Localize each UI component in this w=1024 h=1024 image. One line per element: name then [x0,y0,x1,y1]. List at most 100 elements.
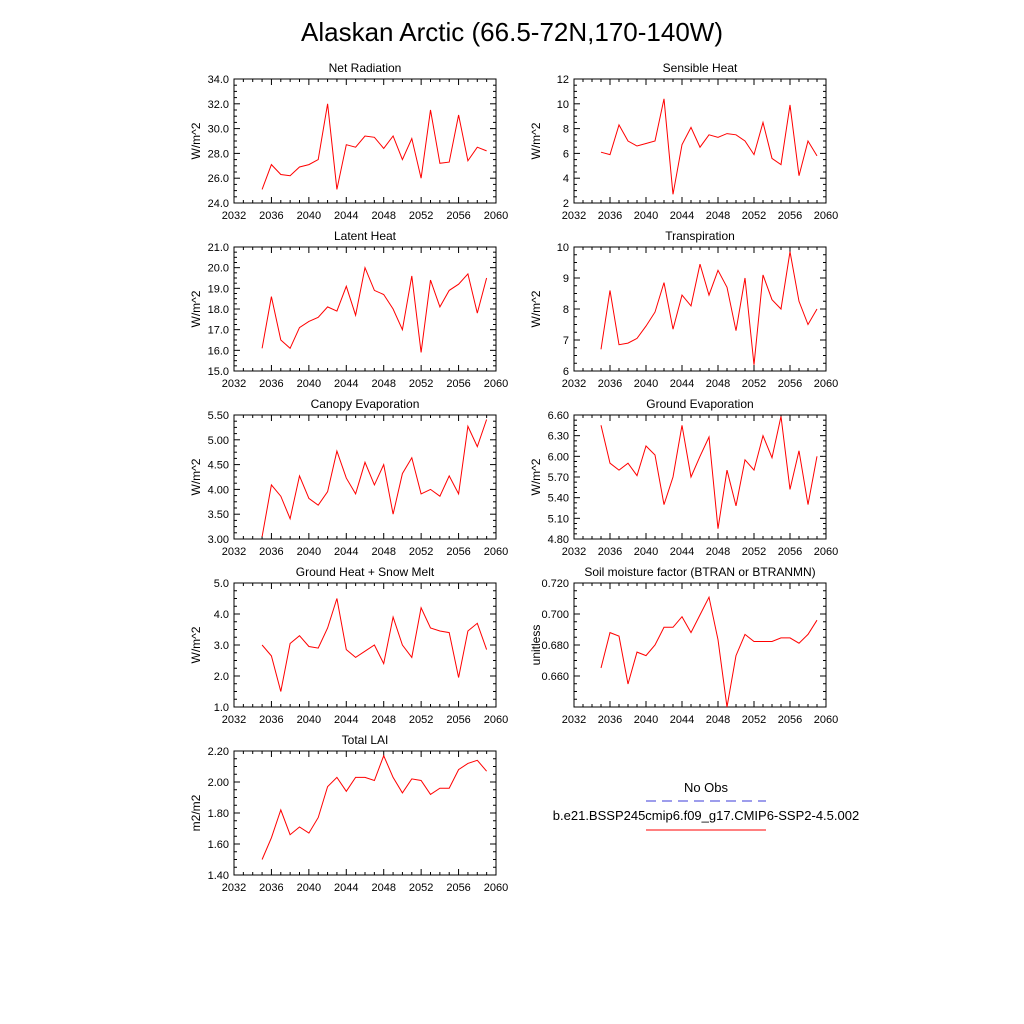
x-tick-label: 2040 [297,546,321,558]
x-tick-label: 2048 [371,378,395,390]
y-tick-label: 9 [563,273,569,285]
x-tick-label: 2040 [297,882,321,894]
panel-title: Ground Heat + Snow Melt [296,565,435,579]
panel-3: Latent Heat W/m^2 2032 2036 2040 2044 2048 2052… [189,229,508,390]
figure-title: Alaskan Arctic (66.5-72N,170-140W) [301,17,723,47]
series-line [261,265,488,353]
panel-7: Ground Heat + Snow Melt W/m^2 2032 2036 2040… [189,565,508,726]
x-tick-label: 2040 [634,714,658,726]
x-tick-label: 2032 [562,714,586,726]
panel-title: Latent Heat [334,229,397,243]
x-tick-label: 2056 [778,546,802,558]
y-tick-label: 6.30 [548,431,569,443]
x-tick-label: 2036 [259,378,283,390]
x-tick-label: 2052 [409,882,433,894]
series-line [261,598,488,692]
y-tick-label: 0.720 [541,578,569,590]
y-tick-label: 1.80 [208,808,229,820]
x-tick-label: 2032 [562,378,586,390]
plot-frame [233,246,497,372]
panel-title: Transpiration [665,229,735,243]
x-tick-label: 2044 [334,546,358,558]
x-tick-label: 2036 [259,210,283,222]
y-tick-label: 4.80 [548,534,569,546]
x-tick-label: 2044 [670,714,694,726]
x-tick-label: 2048 [706,378,730,390]
y-axis-label: m2/m2 [189,794,203,831]
y-axis-label: W/m^2 [189,626,203,663]
x-tick-label: 2032 [222,546,246,558]
x-tick-label: 2052 [742,210,766,222]
x-tick-label: 2060 [484,210,508,222]
panel-title: Ground Evaporation [646,397,753,411]
series-line [261,419,488,537]
x-tick-label: 2060 [484,546,508,558]
x-tick-label: 2032 [222,882,246,894]
y-tick-label: 16.0 [208,345,229,357]
y-axis-label: W/m^2 [529,290,543,327]
x-tick-label: 2060 [484,714,508,726]
y-tick-label: 19.0 [208,283,229,295]
y-tick-label: 4.00 [208,484,229,496]
plot-frame [233,78,497,204]
x-tick-label: 2032 [562,546,586,558]
y-tick-label: 7 [563,335,569,347]
y-tick-label: 2.00 [208,777,229,789]
y-tick-label: 5.50 [208,410,229,422]
y-tick-label: 4.50 [208,460,229,472]
y-tick-label: 5.10 [548,513,569,525]
y-tick-label: 1.40 [208,870,229,882]
y-tick-label: 0.700 [541,609,569,621]
y-tick-label: 24.0 [208,198,229,210]
y-tick-label: 1.0 [214,702,229,714]
y-tick-label: 15.0 [208,366,229,378]
y-tick-label: 1.60 [208,839,229,851]
y-tick-label: 32.0 [208,99,229,111]
y-tick-label: 21.0 [208,242,229,254]
y-tick-label: 4 [563,173,569,185]
y-tick-label: 17.0 [208,325,229,337]
y-axis-label: W/m^2 [189,458,203,495]
x-tick-label: 2060 [814,378,838,390]
x-tick-label: 2052 [409,210,433,222]
panel-8: Soil moisture factor (BTRAN or BTRANMN) u… [529,565,838,726]
x-tick-label: 2036 [259,546,283,558]
x-tick-label: 2052 [409,378,433,390]
y-tick-label: 8 [563,304,569,316]
panel-title: Total LAI [342,733,389,747]
x-tick-label: 2040 [297,210,321,222]
x-tick-label: 2056 [446,714,470,726]
x-tick-label: 2060 [814,546,838,558]
x-tick-label: 2052 [742,378,766,390]
x-tick-label: 2060 [484,378,508,390]
x-tick-label: 2032 [222,210,246,222]
x-tick-label: 2036 [598,546,622,558]
panel-4: Transpiration W/m^2 2032 2036 2040 2044 2048 20… [529,229,838,390]
x-tick-label: 2044 [334,714,358,726]
x-tick-label: 2056 [778,210,802,222]
y-tick-label: 6.60 [548,410,569,422]
x-tick-label: 2060 [814,714,838,726]
x-tick-label: 2056 [446,378,470,390]
y-tick-label: 12 [557,74,569,86]
x-tick-label: 2044 [334,882,358,894]
y-tick-label: 5.70 [548,472,569,484]
y-tick-label: 28.0 [208,148,229,160]
x-tick-label: 2048 [371,546,395,558]
x-tick-label: 2036 [598,714,622,726]
y-tick-label: 4.0 [214,609,229,621]
x-tick-label: 2048 [371,210,395,222]
x-tick-label: 2044 [670,378,694,390]
x-tick-label: 2040 [297,378,321,390]
x-tick-label: 2036 [259,714,283,726]
x-tick-label: 2036 [259,882,283,894]
x-tick-label: 2056 [446,882,470,894]
panel-title: Canopy Evaporation [311,397,420,411]
x-tick-label: 2056 [446,546,470,558]
series-line [261,103,487,190]
x-tick-label: 2052 [409,546,433,558]
y-tick-label: 10 [557,99,569,111]
panel-1: Net Radiation W/m^2 2032 2036 2040 2044 2048 20… [189,61,508,222]
x-tick-label: 2048 [371,714,395,726]
